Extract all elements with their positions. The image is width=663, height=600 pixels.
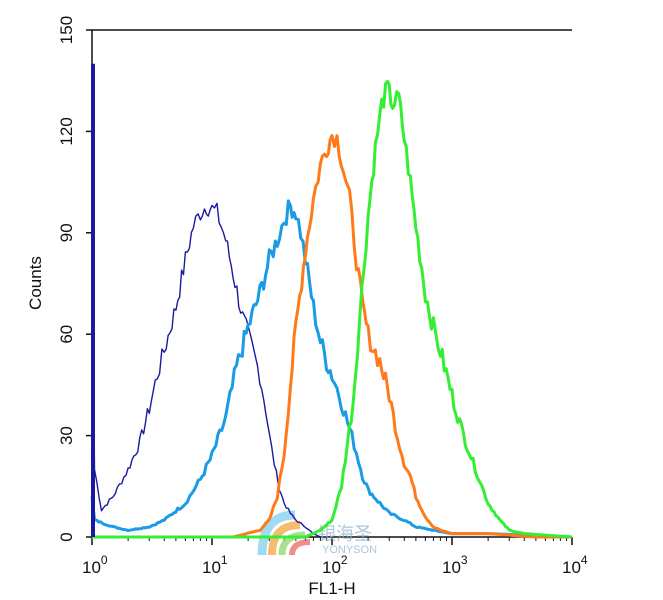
x-tick-label: 103 (442, 553, 468, 577)
y-ticks: 0 30 60 90 120 150 (57, 16, 92, 542)
watermark-en-text: YONYSON (322, 544, 377, 556)
series-2-line (92, 134, 572, 539)
series-0-line (91, 63, 321, 538)
x-tick-label: 101 (202, 553, 228, 577)
watermark-cn-text: 银海圣 (318, 524, 372, 544)
x-tick-label: 102 (322, 553, 348, 577)
x-axis-label: FL1-H (308, 579, 355, 598)
y-tick-label: 60 (57, 325, 76, 344)
x-ticks: 100 101 102 103 104 (82, 537, 588, 577)
x-tick-label: 100 (82, 553, 108, 577)
series-3-line (92, 79, 573, 539)
y-tick-label: 90 (57, 223, 76, 242)
y-tick-label: 120 (57, 117, 76, 145)
x-tick-label: 104 (562, 553, 588, 577)
watermark-logo-mark (257, 510, 311, 556)
y-axis-label: Counts (26, 256, 45, 310)
y-tick-label: 150 (57, 16, 76, 44)
y-tick-label: 0 (57, 532, 76, 541)
y-tick-label: 30 (57, 426, 76, 445)
histogram-series (90, 63, 573, 539)
series-1-line (90, 199, 573, 539)
watermark-logo: 银海圣 YONYSON (257, 510, 377, 556)
